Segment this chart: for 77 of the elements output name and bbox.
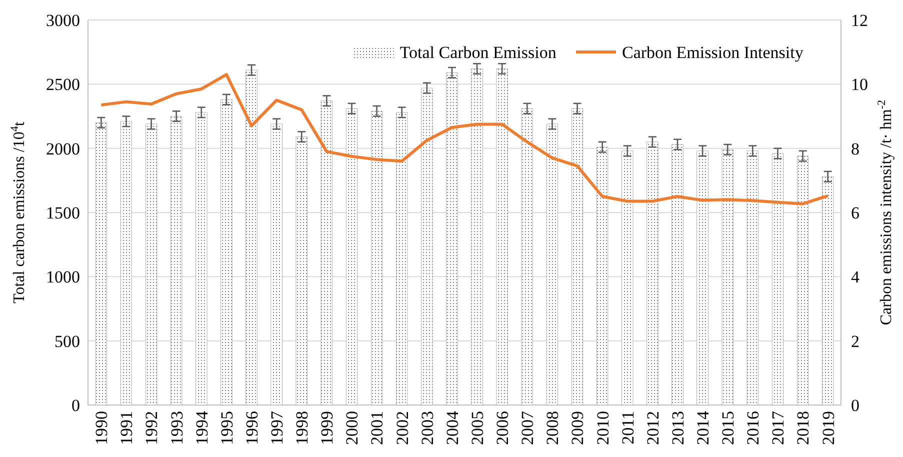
bar [346,108,358,406]
x-tick-label: 2005 [468,411,487,445]
bar [95,122,107,406]
y-tick-label: 3000 [46,10,80,30]
bar [596,146,608,406]
bar [521,108,533,406]
legend-label: Carbon Emission Intensity [622,42,804,62]
x-tick-label: 2002 [392,411,412,445]
x-tick-label: 2015 [718,411,738,445]
bar [496,68,508,406]
y2-tick-label: 12 [851,10,868,30]
bar [822,176,834,406]
bar [571,108,584,406]
bar [371,110,383,406]
x-tick-label: 2003 [418,411,437,445]
bar [672,144,684,406]
bar [797,156,809,406]
y-tick-label: 1000 [46,268,80,287]
x-tick-label: 1997 [268,410,287,445]
x-tick-label: 1991 [117,411,136,445]
bar [646,142,658,406]
x-tick-label: 2014 [694,410,713,445]
x-tick-label: 2017 [768,410,788,445]
x-tick-label: 2011 [618,411,638,444]
x-tick-label: 2019 [818,411,838,445]
bar [772,153,784,406]
x-tick-label: 2013 [668,411,688,445]
y-tick-label: 0 [72,396,80,415]
y2-tick-label: 2 [851,332,860,351]
x-tick-label: 2006 [493,411,512,445]
bar [421,88,433,406]
y2-tick-label: 8 [851,139,860,158]
x-tick-label: 2016 [744,411,763,445]
bar [145,124,158,406]
bar [446,72,458,406]
legend-label: Total Carbon Emission [400,42,557,62]
y2-tick-label: 6 [851,203,860,222]
x-tick-label: 1992 [142,411,162,445]
bar [196,112,208,406]
x-tick-label: 1999 [318,411,337,445]
y-tick-label: 1500 [46,203,80,222]
bar [296,136,308,406]
y2-tick-label: 0 [851,396,860,415]
x-tick-label: 1990 [92,411,112,445]
bar [320,100,332,406]
bar [396,112,408,406]
x-tick-label: 2012 [643,411,662,445]
y-tick-label: 2500 [46,75,80,94]
x-tick-label: 2008 [543,411,562,445]
bar [546,124,558,406]
bar [270,124,282,406]
bar [246,70,258,406]
line-series [100,73,830,206]
bar [722,149,734,406]
x-tick-label: 2004 [442,410,462,445]
x-tick-label: 1995 [217,411,236,445]
bar [746,150,758,406]
x-tick-label: 2009 [568,411,588,445]
x-tick-label: 1996 [242,411,262,445]
bar [622,150,634,406]
bar [220,99,232,406]
y-tick-label: 500 [54,332,80,351]
x-tick-label: 1998 [292,411,312,445]
x-tick-label: 2007 [518,410,538,445]
x-tick-label: 1993 [167,411,186,445]
y2-tick-label: 4 [851,268,860,287]
x-tick-label: 2018 [794,411,813,445]
x-tick-label: 1994 [192,410,212,445]
x-tick-label: 2000 [342,411,362,445]
bar [471,68,483,406]
y-tick-label: 2000 [46,139,80,158]
x-tick-label: 2001 [368,411,387,445]
bar [696,150,708,406]
x-tick-label: 2010 [593,411,612,445]
bar [170,116,182,406]
y2-tick-label: 10 [851,75,868,94]
bar [120,121,132,406]
